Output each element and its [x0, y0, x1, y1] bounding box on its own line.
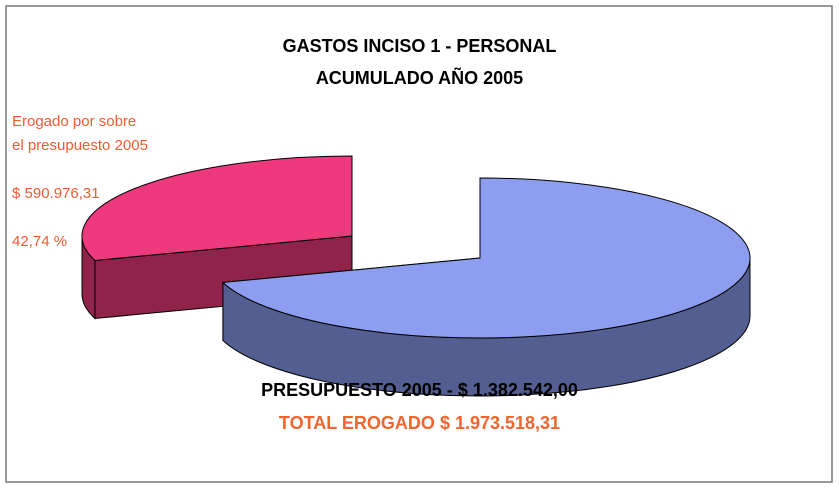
total-name: TOTAL EROGADO [278, 413, 435, 433]
slice [221, 177, 751, 339]
chart-title: GASTOS INCISO 1 - PERSONAL [282, 36, 557, 56]
total-label: TOTAL EROGADO $ 1.973.518,31 [0, 413, 839, 434]
slice-label: PRESUPUESTO 2005 - $ 1.382.542,00 [0, 380, 839, 401]
category-label: Erogado por sobre el presupuesto 2005 [12, 113, 148, 154]
category-label: PRESUPUESTO 2005 [261, 380, 442, 400]
percent-label: 42,74 % [12, 233, 68, 250]
total-value: $ 1.973.518,31 [439, 413, 561, 433]
separator: - [441, 380, 458, 400]
chart-subtitle: ACUMULADO AÑO 2005 [315, 68, 524, 88]
slice [81, 155, 353, 261]
value-label: $ 1.382.542,00 [457, 380, 578, 400]
value-label: $ 590.976,31 [12, 185, 100, 202]
slice-label: Erogado por sobre el presupuesto 2005 $ … [12, 86, 148, 278]
